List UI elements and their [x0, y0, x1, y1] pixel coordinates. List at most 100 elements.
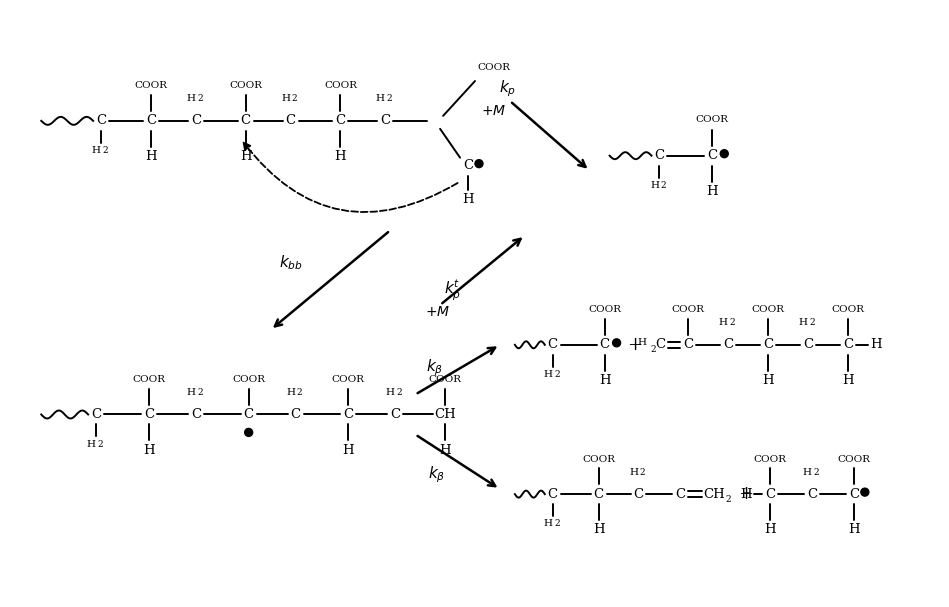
Text: C: C	[723, 338, 734, 351]
Text: 2: 2	[197, 95, 203, 103]
Text: H: H	[145, 150, 157, 163]
Text: COOR: COOR	[229, 81, 262, 90]
Text: C: C	[763, 338, 773, 351]
Text: H: H	[543, 370, 552, 379]
Text: 2: 2	[813, 468, 819, 476]
Text: COOR: COOR	[582, 455, 615, 464]
Text: 2: 2	[554, 520, 560, 529]
Text: H: H	[638, 338, 646, 347]
Text: C: C	[843, 338, 853, 351]
Text: CH: CH	[435, 408, 456, 421]
Text: C: C	[390, 408, 400, 421]
Text: C: C	[241, 114, 251, 127]
Text: C: C	[600, 338, 609, 351]
Text: C: C	[803, 338, 813, 351]
Text: C: C	[96, 114, 106, 127]
Text: C: C	[707, 149, 717, 162]
Text: H: H	[462, 193, 474, 206]
Text: H: H	[143, 444, 155, 457]
Text: COOR: COOR	[233, 375, 265, 384]
Text: $k_{\beta}$: $k_{\beta}$	[428, 464, 446, 484]
Text: 2: 2	[102, 146, 108, 155]
Text: +: +	[737, 485, 753, 503]
FancyArrowPatch shape	[244, 143, 457, 212]
Text: H: H	[842, 374, 854, 387]
Text: COOR: COOR	[429, 375, 461, 384]
Text: 2: 2	[197, 388, 203, 397]
Text: $k_{bb}$: $k_{bb}$	[279, 253, 303, 271]
Text: 2: 2	[651, 345, 657, 354]
Text: H: H	[718, 319, 728, 327]
Text: H: H	[762, 374, 774, 387]
Text: COOR: COOR	[752, 305, 785, 314]
Text: C: C	[244, 408, 253, 421]
Text: C: C	[91, 408, 102, 421]
Text: H: H	[599, 374, 610, 387]
Text: H: H	[286, 388, 295, 397]
Text: $k_p$: $k_p$	[499, 79, 516, 100]
Text: H: H	[376, 95, 384, 103]
Text: COOR: COOR	[672, 305, 705, 314]
Text: C: C	[344, 408, 353, 421]
Text: H: H	[92, 146, 101, 155]
Text: +: +	[627, 336, 642, 354]
Text: H: H	[870, 338, 882, 351]
Text: C: C	[335, 114, 345, 127]
Circle shape	[720, 150, 728, 158]
Text: C: C	[144, 408, 154, 421]
Text: C: C	[290, 408, 301, 421]
Text: COOR: COOR	[135, 81, 167, 90]
Text: H: H	[593, 523, 605, 537]
Text: C: C	[548, 487, 558, 501]
Text: C: C	[548, 338, 558, 351]
Text: H: H	[848, 523, 860, 537]
Text: 2: 2	[640, 468, 645, 476]
Text: C: C	[381, 114, 390, 127]
Text: H: H	[281, 95, 290, 103]
Text: COOR: COOR	[754, 455, 787, 464]
Text: C: C	[765, 487, 775, 501]
Text: 2: 2	[809, 319, 815, 327]
Circle shape	[475, 160, 483, 168]
Text: COOR: COOR	[837, 455, 870, 464]
Text: 2: 2	[661, 181, 666, 190]
Text: C: C	[676, 487, 685, 501]
Text: H: H	[650, 181, 659, 190]
Text: C: C	[655, 149, 664, 162]
Text: $+M$: $+M$	[425, 305, 451, 319]
Text: H: H	[764, 523, 776, 537]
Text: H: H	[439, 444, 451, 457]
Text: 2: 2	[730, 319, 735, 327]
Text: H: H	[335, 150, 346, 163]
Text: H: H	[629, 468, 638, 476]
Circle shape	[245, 429, 252, 436]
Text: H: H	[343, 444, 354, 457]
Text: C: C	[463, 159, 474, 172]
Text: C: C	[656, 338, 665, 351]
Text: 2: 2	[386, 95, 392, 103]
Text: COOR: COOR	[324, 81, 357, 90]
Text: COOR: COOR	[332, 375, 364, 384]
Text: $k_{\beta}$: $k_{\beta}$	[426, 358, 444, 378]
Text: $+M$: $+M$	[481, 104, 507, 118]
Circle shape	[613, 339, 621, 347]
Text: C: C	[593, 487, 604, 501]
Text: COOR: COOR	[477, 63, 510, 72]
Text: C: C	[191, 114, 201, 127]
Text: H: H	[240, 150, 251, 163]
Text: CH: CH	[703, 487, 725, 501]
Text: H: H	[798, 319, 808, 327]
Text: 2: 2	[291, 95, 297, 103]
Text: C: C	[807, 487, 817, 501]
Text: C: C	[848, 487, 859, 501]
Circle shape	[861, 488, 869, 496]
Text: H: H	[186, 388, 195, 397]
Text: H: H	[186, 95, 195, 103]
Text: H: H	[740, 487, 752, 501]
Text: C: C	[191, 408, 201, 421]
Text: 2: 2	[297, 388, 303, 397]
Text: $k_p^t$: $k_p^t$	[443, 277, 460, 303]
Text: 2: 2	[397, 388, 402, 397]
Text: H: H	[86, 440, 96, 449]
Text: 2: 2	[98, 440, 102, 449]
